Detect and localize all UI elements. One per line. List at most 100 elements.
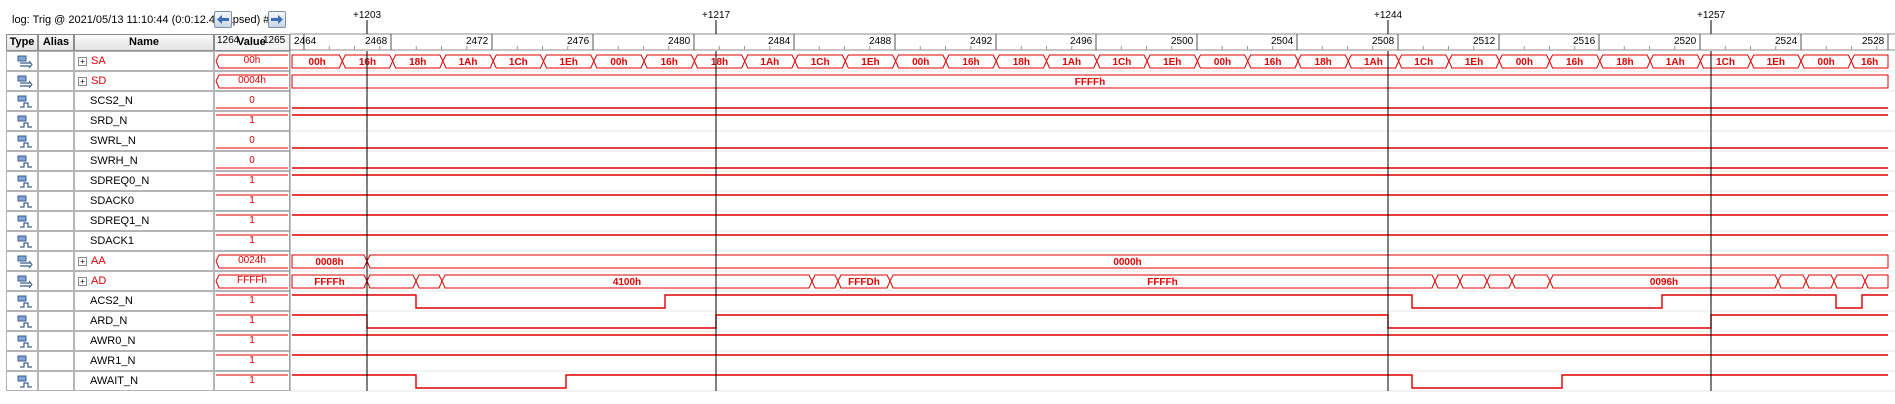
alias-cell [38,51,74,71]
value-col-tick-left: 1264 [217,35,240,46]
name-cell[interactable]: ACS2_N [74,291,214,311]
signal-name: SWRH_N [90,155,138,167]
name-cell[interactable]: SWRL_N [74,131,214,151]
type-cell [6,191,38,211]
signal-row-swrh-n[interactable]: SWRH_N 0 [0,151,1895,171]
name-cell[interactable]: + SA [74,51,214,71]
name-cell[interactable]: SDREQ0_N [74,171,214,191]
signal-row-sd[interactable]: + SD 0004h [0,71,1895,91]
alias-cell [38,111,74,131]
signal-row-sdreq0-n[interactable]: SDREQ0_N 1 [0,171,1895,191]
signal-row-aa[interactable]: + AA 0024h [0,251,1895,271]
signal-name: SWRL_N [90,135,136,147]
value-cell: 0 [214,131,290,151]
expand-icon[interactable]: + [78,276,87,286]
value-cell: 1 [214,191,290,211]
prev-trigger-button[interactable] [214,11,232,28]
time-ruler[interactable]: 2464 2468 2472 2476 2480 2484 2488 2492 2496 2500… [0,0,1895,51]
type-cell [6,171,38,191]
bit-signal-icon [17,334,35,353]
ruler-tick-label: 2468 [365,36,388,47]
name-cell[interactable]: + AA [74,251,214,271]
arrow-left-icon [217,15,229,24]
signal-name: SDACK1 [90,235,135,247]
signal-row-await-n[interactable]: AWAIT_N 1 [0,371,1895,391]
type-cell [6,371,38,391]
signal-name: AWR0_N [90,335,136,347]
expand-icon[interactable]: + [78,256,87,266]
value-cell: 00h [214,51,290,71]
type-cell [6,311,38,331]
expand-icon[interactable]: + [78,76,87,86]
name-cell[interactable]: SDACK1 [74,231,214,251]
value-cell: 1 [214,371,290,391]
name-cell[interactable]: + SD [74,71,214,91]
name-cell[interactable]: AWAIT_N [74,371,214,391]
name-cell[interactable]: SCS2_N [74,91,214,111]
ruler-tick-label: 2504 [1271,36,1294,47]
alias-cell [38,231,74,251]
bus-icon [17,274,35,293]
ruler-tick-label: 2528 [1862,36,1885,47]
name-cell[interactable]: ARD_N [74,311,214,331]
signal-row-swrl-n[interactable]: SWRL_N 0 [0,131,1895,151]
signal-row-scs2-n[interactable]: SCS2_N 0 [0,91,1895,111]
bus-icon [17,54,35,73]
name-cell[interactable]: + AD [74,271,214,291]
name-cell[interactable]: SDREQ1_N [74,211,214,231]
name-cell[interactable]: SDACK0 [74,191,214,211]
bit-signal-icon [17,294,35,313]
signal-row-srd-n[interactable]: SRD_N 1 [0,111,1895,131]
signal-row-acs2-n[interactable]: ACS2_N 1 [0,291,1895,311]
type-cell [6,331,38,351]
bus-icon [17,74,35,93]
column-header-alias[interactable]: Alias [38,34,74,51]
expand-icon[interactable]: + [78,56,87,66]
signal-row-sdreq1-n[interactable]: SDREQ1_N 1 [0,211,1895,231]
type-cell [6,271,38,291]
ruler-tick-label: 2500 [1171,36,1194,47]
alias-cell [38,311,74,331]
value-cell: 1 [214,351,290,371]
signal-row-sdack1[interactable]: SDACK1 1 [0,231,1895,251]
value-cell: 0 [214,151,290,171]
signal-name: SDREQ1_N [90,215,150,227]
arrow-right-icon [271,15,283,24]
signal-row-awr1-n[interactable]: AWR1_N 1 [0,351,1895,371]
signal-row-ad[interactable]: + AD FFFFh [0,271,1895,291]
signal-row-ard-n[interactable]: ARD_N 1 [0,311,1895,331]
column-header-type[interactable]: Type [6,34,38,51]
name-cell[interactable]: SWRH_N [74,151,214,171]
signal-row-sa[interactable]: + SA 00h [0,51,1895,71]
name-cell[interactable]: AWR1_N [74,351,214,371]
value-cell: 0004h [214,71,290,91]
bit-signal-icon [17,134,35,153]
name-cell[interactable]: AWR0_N [74,331,214,351]
ruler-tick-label: 2488 [869,36,892,47]
signal-row-awr0-n[interactable]: AWR0_N 1 [0,331,1895,351]
signal-name: SCS2_N [90,95,133,107]
type-cell [6,251,38,271]
type-cell [6,291,38,311]
signal-name: ACS2_N [90,295,133,307]
value-cell: 1 [214,111,290,131]
column-header-name[interactable]: Name [74,34,214,51]
alias-cell [38,331,74,351]
alias-cell [38,71,74,91]
signal-name: ARD_N [90,315,128,327]
cursor-label: +1203 [353,10,382,21]
bit-signal-icon [17,314,35,333]
type-cell [6,91,38,111]
value-cell: 1 [214,171,290,191]
alias-cell [38,91,74,111]
alias-cell [38,291,74,311]
value-cell: 1 [214,211,290,231]
ruler-tick-label: 2496 [1070,36,1093,47]
type-cell [6,351,38,371]
name-cell[interactable]: SRD_N [74,111,214,131]
cursor-label: +1217 [702,10,731,21]
trigger-log-label: log: Trig @ 2021/05/13 11:10:44 (0:0:12.… [12,14,270,26]
signal-row-sdack0[interactable]: SDACK0 1 [0,191,1895,211]
next-trigger-button[interactable] [268,11,286,28]
toolbar: log: Trig @ 2021/05/13 11:10:44 (0:0:12.… [0,0,1895,34]
